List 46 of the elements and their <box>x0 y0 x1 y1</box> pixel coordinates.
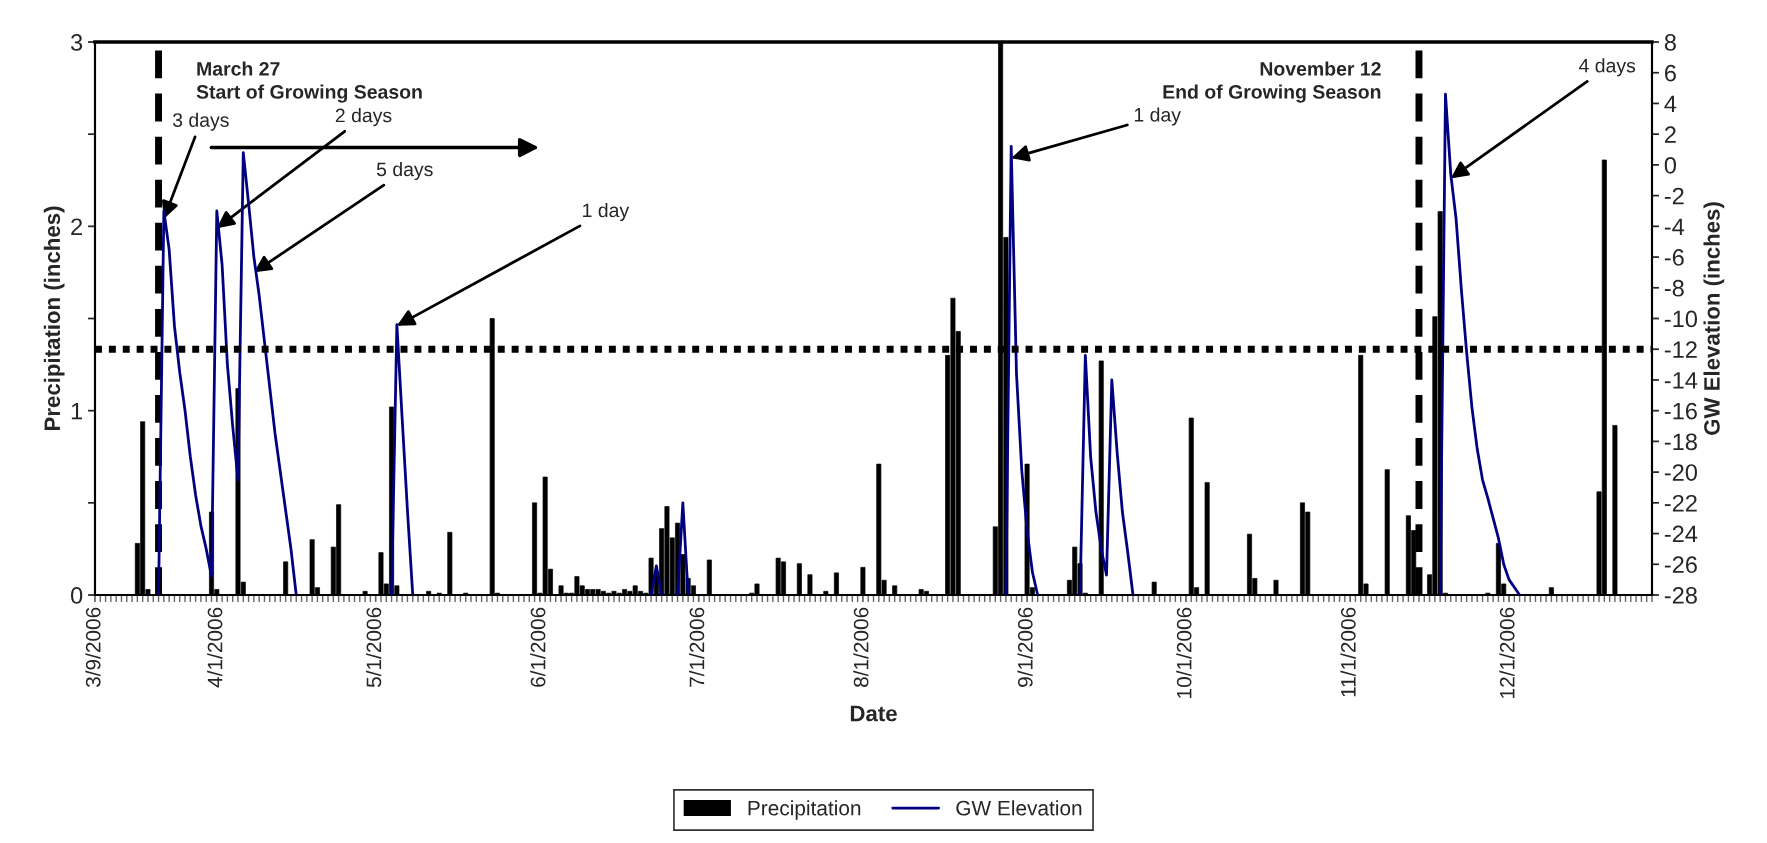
y2-tick-label: -8 <box>1664 279 1684 297</box>
x-tick-label: 3/9/2006 <box>85 607 101 688</box>
annotation: 2 days <box>335 108 392 127</box>
y2-tick-label: 4 <box>1664 95 1677 112</box>
x-tick-label: 6/1/2006 <box>530 607 546 687</box>
y2-tick-label: -12 <box>1664 341 1697 358</box>
x-tick-label: 12/1/2006 <box>1499 607 1515 698</box>
y-tick-label: 1 <box>71 402 83 420</box>
annotation: 1 day <box>583 202 630 222</box>
legend-label: GW Elevation <box>956 800 1082 816</box>
y2-tick-label: 2 <box>1664 126 1676 143</box>
y2-tick-label: -22 <box>1664 494 1697 512</box>
annotation: 1 day <box>1134 107 1181 126</box>
y2-tick-label: -10 <box>1664 310 1698 328</box>
ref-line-label: November 12 End of Growing Season <box>1163 61 1381 103</box>
x-tick-label: 4/1/2006 <box>207 607 223 688</box>
y2-tick-label: -4 <box>1664 218 1685 235</box>
y2-tick-label: -26 <box>1664 556 1697 574</box>
y-axis-title: Precipitation (inches) <box>43 206 65 430</box>
annotation: 4 days <box>1578 58 1636 77</box>
y2-tick-label: -2 <box>1664 187 1684 205</box>
x-tick-label: 9/1/2006 <box>1017 607 1033 687</box>
annotation: 5 days <box>376 161 433 181</box>
y-tick-label: 2 <box>71 218 83 235</box>
legend-label: Precipitation <box>748 800 861 820</box>
y2-axis-title: GW Elevation (inches) <box>1703 202 1725 435</box>
y2-tick-label: -24 <box>1664 525 1698 543</box>
y2-tick-label: -6 <box>1664 249 1684 266</box>
y2-tick-label: -14 <box>1664 372 1698 389</box>
y-tick-label: 3 <box>70 34 83 51</box>
y2-tick-label: -16 <box>1664 402 1697 420</box>
x-tick-label: 11/1/2006 <box>1340 607 1356 697</box>
x-tick-label: 10/1/2006 <box>1176 607 1192 698</box>
y-tick-label: 0 <box>70 587 83 604</box>
annotation: 3 days <box>172 112 229 131</box>
y2-tick-label: 8 <box>1664 34 1676 51</box>
y2-tick-label: -20 <box>1664 464 1698 481</box>
ref-line-label: March 27 Start of Growing Season <box>196 61 422 103</box>
y2-tick-label: 0 <box>1664 156 1677 174</box>
x-tick-label: 7/1/2006 <box>689 607 705 687</box>
y2-tick-label: -18 <box>1664 433 1697 451</box>
x-tick-label: 5/1/2006 <box>365 607 382 688</box>
x-tick-label: 8/1/2006 <box>853 607 869 687</box>
y2-tick-label: 6 <box>1665 64 1676 82</box>
y2-tick-label: -28 <box>1664 587 1697 604</box>
x-axis-title: Date <box>850 705 897 722</box>
